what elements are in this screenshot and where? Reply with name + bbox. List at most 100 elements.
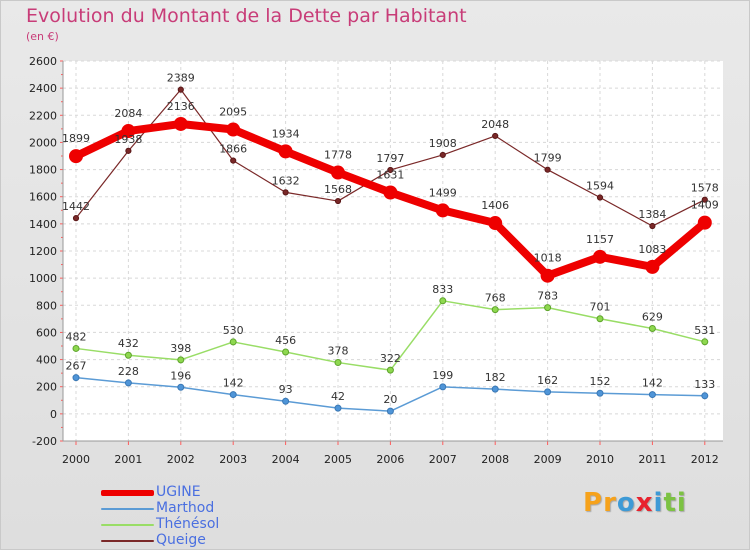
data-point-ugine — [697, 215, 712, 230]
data-point-marthod — [334, 404, 342, 412]
data-point-ugine — [121, 124, 136, 139]
data-point-queige — [387, 166, 394, 174]
data-label-queige: 1797 — [376, 152, 404, 165]
data-label-ugine: 1406 — [481, 199, 509, 212]
data-label-thnsol: 783 — [537, 290, 558, 303]
data-label-ugine: 2084 — [114, 107, 142, 120]
x-tick-label: 2008 — [481, 453, 509, 466]
data-point-queige — [492, 132, 499, 140]
data-point-queige — [125, 147, 132, 154]
data-label-thnsol: 530 — [223, 324, 244, 337]
legend-swatch-queige — [101, 540, 154, 542]
data-label-thnsol: 531 — [694, 324, 715, 337]
y-tick-label: 800 — [36, 299, 57, 312]
data-point-thnsol — [596, 315, 604, 323]
data-point-queige — [701, 196, 708, 203]
data-label-queige: 1938 — [114, 133, 142, 146]
x-tick-label: 2006 — [376, 453, 404, 466]
data-label-thnsol: 482 — [66, 330, 87, 343]
data-point-marthod — [648, 391, 656, 399]
logo-letter: P — [583, 488, 604, 518]
data-label-ugine: 1083 — [638, 243, 666, 256]
legend-label-ugine: UGINE — [156, 484, 201, 500]
data-label-thnsol: 378 — [328, 345, 349, 358]
data-label-marthod: 267 — [66, 360, 87, 373]
data-point-queige — [177, 86, 184, 93]
data-point-ugine — [226, 122, 241, 137]
data-point-queige — [334, 197, 342, 205]
data-point-marthod — [701, 392, 709, 400]
data-label-thnsol: 833 — [432, 283, 453, 296]
data-point-marthod — [386, 407, 394, 415]
x-tick-label: 2009 — [534, 453, 562, 466]
data-label-ugine: 2095 — [219, 106, 247, 119]
data-point-ugine — [278, 144, 293, 159]
data-label-queige: 2048 — [481, 118, 509, 131]
data-label-queige: 1578 — [691, 182, 719, 195]
logo-letter: i — [676, 488, 687, 518]
data-point-queige — [72, 215, 80, 222]
x-tick-label: 2002 — [167, 453, 195, 466]
data-label-ugine: 1778 — [324, 149, 352, 162]
x-tick-label: 2012 — [691, 453, 719, 466]
logo-letter: t — [663, 488, 677, 518]
data-point-marthod — [544, 388, 552, 396]
data-point-thnsol — [177, 356, 185, 364]
data-point-thnsol — [282, 348, 290, 356]
data-label-queige: 1632 — [272, 174, 300, 187]
y-tick-label: 2200 — [29, 109, 57, 122]
data-label-queige: 1908 — [429, 137, 457, 150]
data-label-thnsol: 629 — [642, 310, 663, 323]
data-label-queige: 2389 — [167, 72, 195, 85]
legend-swatch-ugine — [101, 490, 154, 496]
data-point-thnsol — [544, 304, 552, 312]
data-point-ugine — [540, 268, 555, 283]
data-label-thnsol: 322 — [380, 352, 401, 365]
data-point-queige — [544, 166, 551, 173]
data-point-ugine — [331, 165, 345, 180]
data-point-marthod — [491, 385, 499, 393]
data-label-marthod: 162 — [537, 374, 558, 387]
data-label-thnsol: 701 — [590, 301, 611, 314]
data-point-marthod — [596, 389, 604, 397]
data-label-marthod: 196 — [170, 369, 191, 382]
data-point-ugine — [69, 149, 83, 164]
data-point-thnsol — [72, 344, 80, 352]
data-point-queige — [439, 151, 446, 159]
legend-swatch-thenesol — [101, 524, 154, 526]
data-label-ugine: 1934 — [272, 127, 300, 140]
data-point-ugine — [645, 259, 660, 274]
data-label-marthod: 93 — [279, 383, 293, 396]
data-label-marthod: 133 — [694, 378, 715, 391]
chart-subtitle: (en €) — [26, 30, 59, 43]
data-point-thnsol — [229, 338, 237, 346]
x-tick-label: 2011 — [638, 453, 666, 466]
logo-letter: o — [616, 488, 636, 518]
logo-letter: r — [603, 488, 617, 518]
data-label-ugine: 1499 — [429, 186, 457, 199]
y-tick-label: 1400 — [29, 218, 57, 231]
legend-item-marthod: Marthod — [101, 500, 301, 517]
chart-title: Evolution du Montant de la Dette par Hab… — [26, 5, 467, 27]
data-point-thnsol — [334, 359, 342, 367]
data-point-marthod — [72, 374, 80, 382]
x-tick-label: 2001 — [114, 453, 142, 466]
y-tick-label: 2400 — [29, 82, 57, 95]
data-label-ugine: 1157 — [586, 233, 614, 246]
data-label-marthod: 142 — [642, 377, 663, 390]
data-label-thnsol: 768 — [485, 292, 506, 305]
data-point-marthod — [282, 397, 290, 405]
y-tick-label: 1800 — [29, 164, 57, 177]
data-point-thnsol — [386, 366, 394, 374]
legend-item-thenesol: Thénésol — [101, 516, 301, 533]
data-point-thnsol — [439, 297, 447, 305]
legend-item-ugine: UGINE — [101, 484, 301, 501]
data-label-thnsol: 456 — [275, 334, 296, 347]
y-tick-label: 1000 — [29, 272, 57, 285]
data-point-queige — [596, 194, 604, 201]
data-point-marthod — [124, 379, 132, 387]
data-point-thnsol — [648, 324, 656, 332]
y-tick-label: 2600 — [29, 55, 57, 68]
